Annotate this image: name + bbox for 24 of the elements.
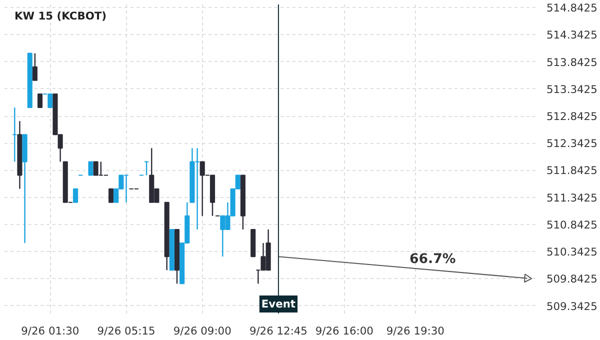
ref-line-label: Event <box>261 298 296 310</box>
annotation: 66.7% <box>409 252 456 268</box>
y-tick-label: 510.8425 <box>546 218 598 232</box>
y-tick-label: 514.3425 <box>546 28 598 42</box>
y-tick-label: 510.3425 <box>546 246 598 259</box>
y-tick-label: 512.8425 <box>546 110 598 124</box>
y-tick-label: 511.8425 <box>546 164 598 178</box>
y-tick-label: 512.3425 <box>546 137 598 150</box>
y-tick-label: 514.8425 <box>546 2 598 15</box>
candlestick <box>32 52 38 81</box>
candlestick <box>37 93 43 108</box>
y-tick-label: 509.3425 <box>546 300 598 313</box>
x-tick-label: 9/26 16:00 <box>315 324 374 338</box>
x-tick-label: 9/26 05:15 <box>97 324 156 338</box>
y-tick-label: 511.3425 <box>546 191 598 204</box>
x-tick-label: 9/26 01:30 <box>21 324 80 338</box>
candlestick <box>108 188 114 203</box>
x-tick-label: 9/26 12:45 <box>249 324 308 338</box>
x-tick-label: 9/26 19:30 <box>386 324 445 338</box>
y-tick-label: 513.3425 <box>546 82 598 96</box>
text: KW 15 (KCBOT) <box>14 10 107 22</box>
x-tick-label: 9/26 09:00 <box>173 324 232 338</box>
y-tick-label: 513.8425 <box>546 56 598 69</box>
y-tick-label: 509.8425 <box>546 272 598 286</box>
